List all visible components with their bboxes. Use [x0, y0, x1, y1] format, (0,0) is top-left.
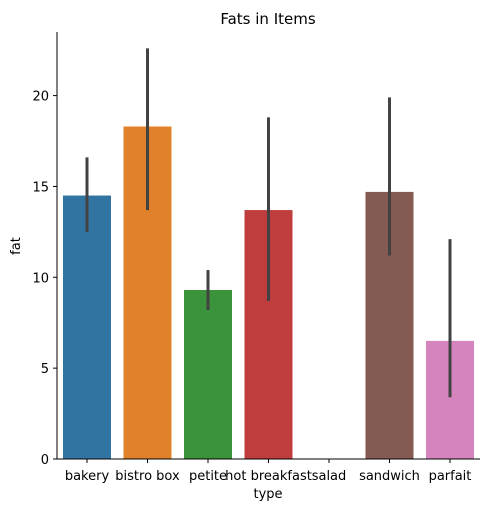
x-tick-label: sandwich [359, 469, 420, 484]
y-axis-title: fat [9, 237, 24, 255]
x-axis-title: type [253, 487, 282, 502]
y-tick-label: 5 [41, 362, 49, 377]
bar-bakery [63, 195, 111, 459]
y-axis-ticks: 0 5 10 15 20 [32, 90, 57, 468]
x-tick-label: salad [312, 469, 347, 484]
y-tick-label: 10 [32, 271, 49, 286]
y-tick-label: 15 [32, 180, 49, 195]
x-tick-label: parfait [429, 469, 472, 484]
bar-petite [184, 290, 232, 459]
chart-title: Fats in Items [220, 10, 315, 28]
x-tick-label: petite [189, 469, 227, 484]
x-tick-label: bistro box [115, 469, 180, 484]
y-tick-label: 20 [32, 90, 49, 105]
y-tick-label: 0 [41, 453, 49, 468]
x-tick-label: hot breakfast [225, 469, 312, 484]
error-bars-layer [85, 48, 452, 398]
x-tick-label: bakery [65, 469, 110, 484]
